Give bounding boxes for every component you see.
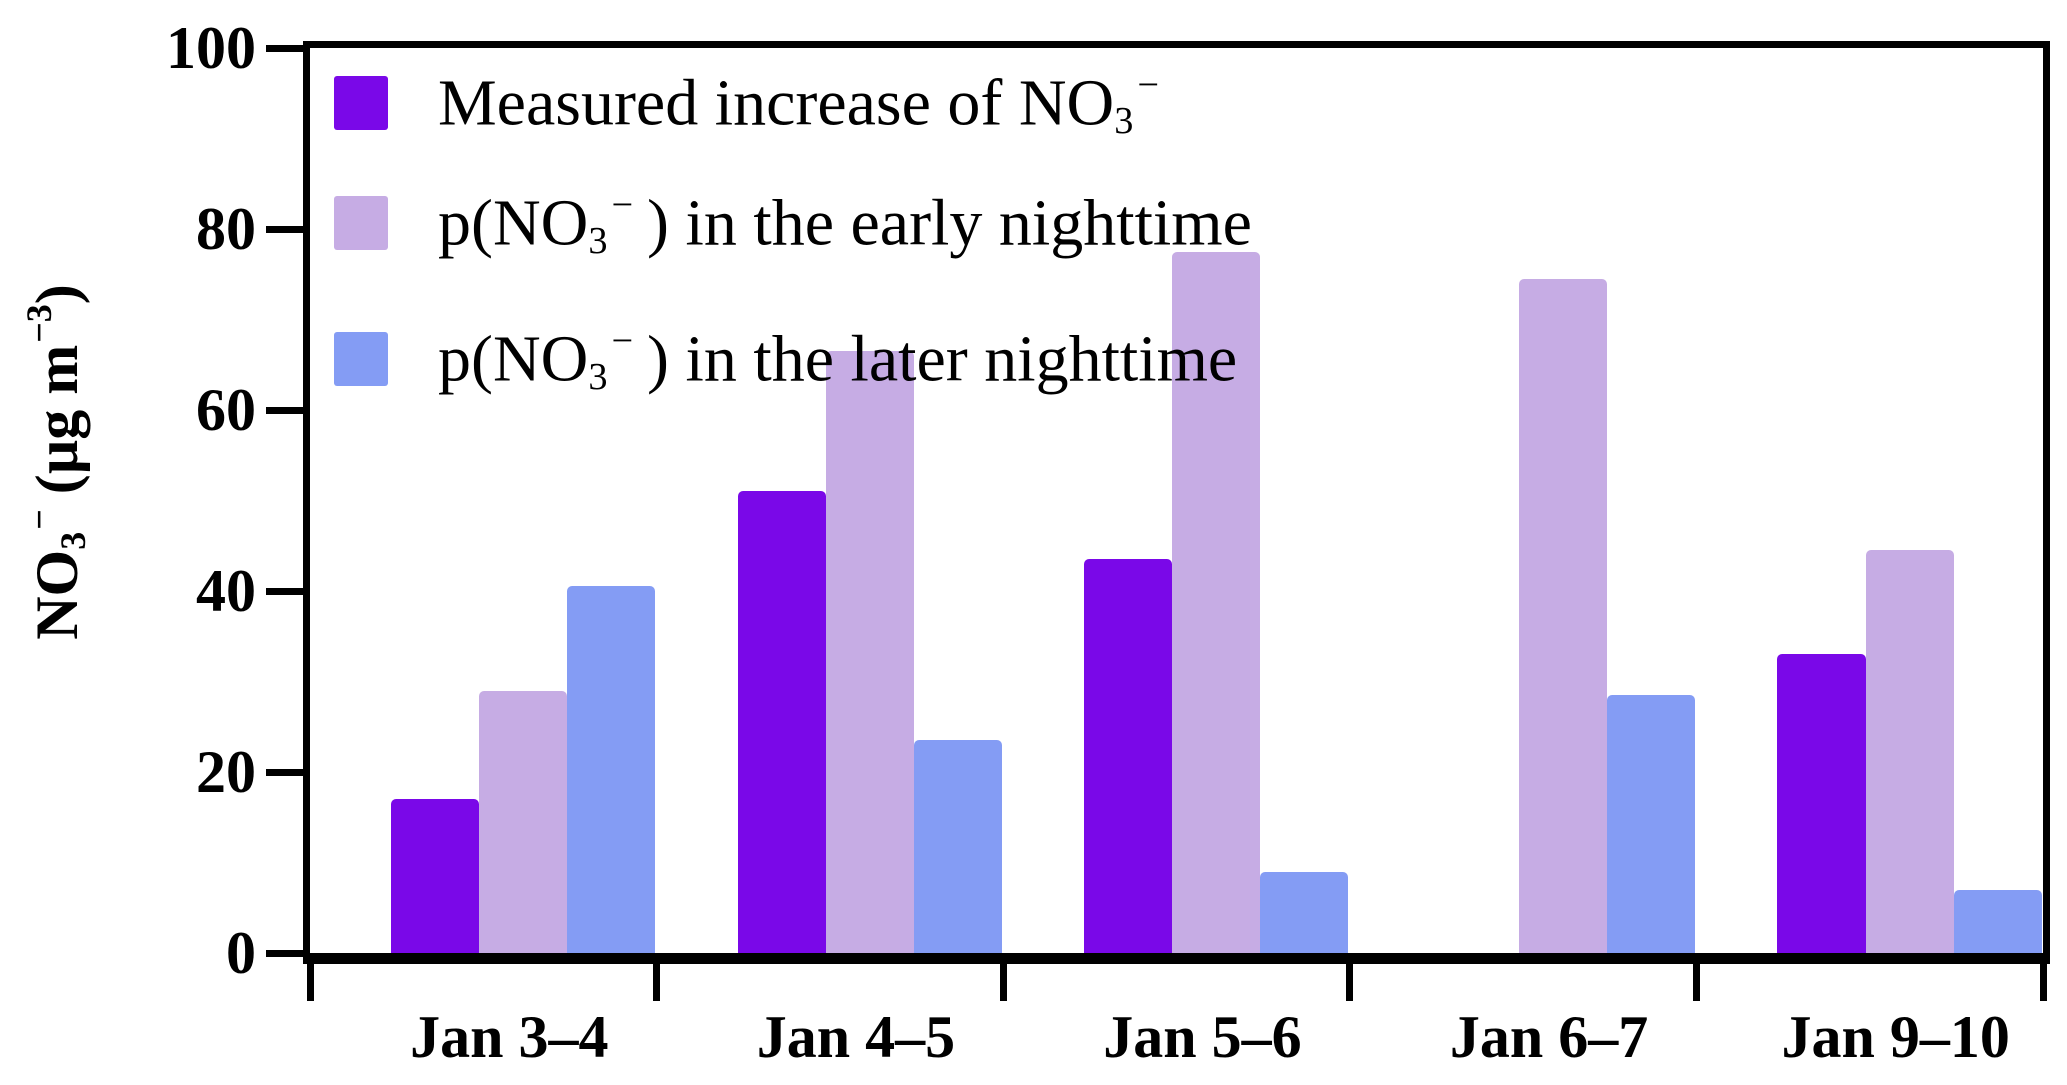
bar-series2-Jan 6–7 [1518,278,1607,953]
bar-series2-Jan 3–4 [479,690,568,953]
y-tick-100 [266,44,303,52]
y-title-superscript: − [19,509,60,530]
bar-series1-Jan 3–4 [391,799,480,953]
y-tick-label-60: 60 [196,377,256,443]
y-tick-0 [266,949,303,957]
bar-cluster [391,48,656,953]
bar-series3-Jan 4–5 [913,740,1002,953]
x-label-jan3-4: Jan 3–4 [410,1004,609,1070]
y-title-unit-close: ) [24,284,90,305]
y-tick-label-100: 100 [166,15,256,81]
bar-series1-Jan 9–10 [1777,654,1866,953]
y-tick-label-80: 80 [196,196,256,262]
x-label-jan5-6: Jan 5–6 [1103,1004,1302,1070]
x-tick-2 [999,964,1007,1001]
bar-cluster [1084,48,1349,953]
bar-series3-Jan 9–10 [1953,889,2042,953]
bar-series1-Jan 4–5 [737,491,826,953]
category-band-5 [1696,48,2043,953]
bar-cluster [1431,48,1695,953]
y-tick-label-20: 20 [196,739,256,805]
category-band-2 [657,48,1004,953]
y-tick-40 [266,587,303,595]
bar-series3-Jan 5–6 [1260,871,1349,953]
x-label-jan6-7: Jan 6–7 [1449,1004,1649,1070]
category-band-3 [1003,48,1350,953]
bars-layer [310,48,2043,953]
bar-cluster [737,48,1002,953]
x-tick-5 [2039,964,2047,1001]
y-tick-20 [266,768,303,776]
category-band-1 [310,48,657,953]
plot-area: Measured increase of NO3− p(NO3−) in the… [303,41,2050,964]
bar-series3-Jan 6–7 [1606,695,1695,953]
y-title-unit-exponent: −3 [19,304,60,343]
bar-cluster [1777,48,2042,953]
x-label-jan4-5: Jan 4–5 [756,1004,956,1070]
x-tick-1 [653,964,661,1001]
x-axis-labels: Jan 3–4 Jan 4–5 Jan 5–6 Jan 6–7 Jan 9–10 [310,1002,2043,1082]
bar-series1-Jan 5–6 [1084,559,1173,953]
bar-series2-Jan 9–10 [1865,550,1954,953]
y-tick-label-0: 0 [226,920,256,986]
x-label-jan9-10: Jan 9–10 [1781,1004,2010,1070]
category-band-4 [1350,48,1697,953]
x-tick-3 [1346,964,1354,1001]
bar-series2-Jan 5–6 [1172,251,1261,953]
y-tick-60 [266,406,303,414]
x-tick-4 [1692,964,1700,1001]
bar-series3-Jan 3–4 [567,586,656,953]
bar-series2-Jan 4–5 [825,351,914,953]
x-tick-0 [306,964,314,1001]
y-tick-label-40: 40 [196,558,256,624]
y-title-subscript: 3 [52,531,93,550]
y-tick-80 [266,225,303,233]
